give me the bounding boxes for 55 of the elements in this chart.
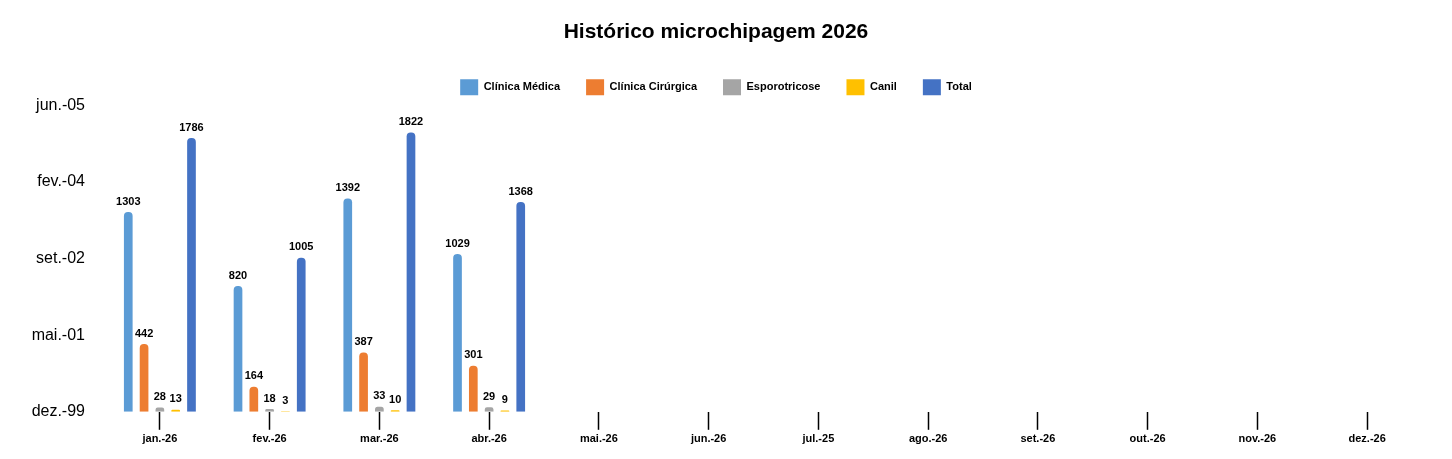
bar — [516, 202, 526, 412]
text: mai.-01 — [31, 325, 86, 343]
data-label: 820 — [228, 268, 248, 281]
bar — [296, 257, 306, 412]
legend-label: Clínica Cirúrgica — [609, 80, 698, 93]
data-label: 301 — [464, 348, 483, 361]
text: dez.-99 — [31, 402, 86, 420]
data-label: 1822 — [398, 115, 424, 128]
x-tick-label: set.-26 — [1020, 432, 1056, 445]
x-tick-label: nov.-26 — [1238, 432, 1277, 445]
data-label: 387 — [354, 335, 373, 347]
x-tick-label: jun.-26 — [689, 432, 727, 445]
legend-label: Clínica Médica — [483, 80, 561, 93]
data-label: 1029 — [445, 236, 470, 249]
data-label: 442 — [134, 326, 154, 339]
data-label: 1368 — [508, 184, 533, 197]
x-tick-label: jan.-26 — [141, 432, 178, 445]
bar — [359, 352, 368, 412]
bar — [406, 132, 416, 412]
data-label: 164 — [244, 369, 264, 382]
bar — [453, 254, 462, 412]
data-label: 9 — [501, 392, 508, 405]
legend-label: Canil — [869, 80, 897, 93]
bar — [139, 344, 149, 412]
x-tick-label: out.-26 — [1129, 432, 1166, 445]
data-label: 1303 — [116, 194, 141, 207]
x-tick-label: jul.-25 — [801, 432, 835, 445]
data-label: 18 — [263, 391, 276, 404]
text: fev.-04 — [37, 172, 86, 190]
x-tick-label: ago.-26 — [908, 432, 948, 445]
bar — [343, 198, 353, 412]
data-label: 33 — [373, 389, 386, 402]
data-label: 28 — [153, 390, 166, 403]
x-tick-label: fev.-26 — [252, 432, 287, 445]
x-tick-label: mar.-26 — [360, 432, 399, 445]
data-label: 10 — [389, 392, 402, 405]
text: set.-02 — [36, 248, 86, 266]
legend-label: Esporotricose — [746, 80, 821, 93]
bar — [233, 286, 243, 412]
bar — [249, 386, 259, 412]
legend-label: Total — [946, 80, 972, 93]
x-tick-label: abr.-26 — [471, 432, 507, 445]
data-label: 1392 — [335, 180, 361, 193]
data-label: 1005 — [288, 240, 314, 253]
chart-title: Histórico microchipagem 2026 — [563, 19, 869, 43]
data-label: 13 — [169, 392, 182, 405]
bar — [187, 138, 196, 412]
x-tick-label: dez.-26 — [1348, 432, 1386, 445]
data-label: 1786 — [179, 120, 204, 133]
data-label: 3 — [282, 393, 289, 406]
text: jun.-05 — [35, 95, 86, 113]
data-label: 29 — [483, 389, 496, 402]
bar — [468, 365, 478, 412]
bar — [123, 212, 133, 412]
x-tick-label: mai.-26 — [579, 432, 618, 445]
